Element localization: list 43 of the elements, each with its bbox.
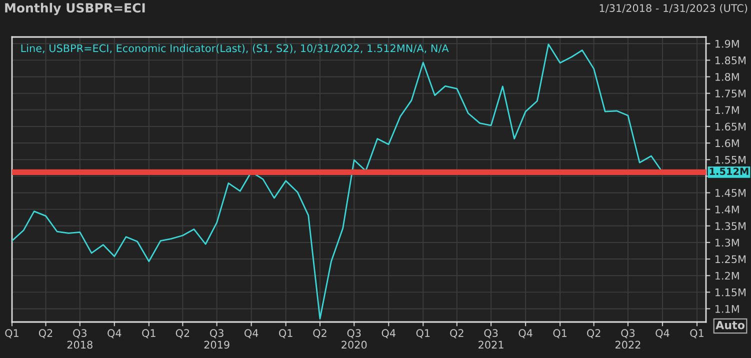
x-tick-label: Q4 bbox=[108, 329, 122, 338]
x-tick-label: Q2 bbox=[313, 329, 326, 338]
x-tick-label: Q2 bbox=[450, 329, 464, 338]
x-tick-label: Q3 2018 bbox=[67, 329, 92, 349]
y-tick-label: 1.8M bbox=[715, 72, 739, 81]
y-tick-label: 1.75M bbox=[715, 90, 746, 98]
x-tick-label: Q1 bbox=[142, 329, 156, 338]
x-tick-label: Q4 bbox=[518, 329, 532, 338]
x-tick-label: Q1 bbox=[5, 329, 18, 338]
y-tick-label: 1.7M bbox=[715, 106, 739, 114]
x-tick-label: Q2 bbox=[587, 329, 600, 338]
y-tick-label: 1.65M bbox=[715, 122, 746, 131]
x-tick-label: Q3 2021 bbox=[478, 329, 504, 349]
x-tick-label: Q3 2019 bbox=[204, 329, 230, 349]
x-tick-label: Q2 bbox=[38, 329, 52, 338]
x-tick-label: Q3 2020 bbox=[342, 329, 367, 349]
y-tick-label: 1.35M bbox=[715, 222, 746, 230]
y-tick-label: 1.15M bbox=[715, 288, 746, 296]
y-tick-label: 1.45M bbox=[715, 189, 746, 197]
y-tick-label: 1.25M bbox=[715, 255, 746, 264]
text: Line, USBPR=ECI, Economic Indicator(Last), (S1, S2), 10/31/2022, 1.512MN/A, N/A bbox=[21, 44, 449, 54]
chart-title: Monthly USBPR=ECI bbox=[5, 2, 145, 16]
y-tick-label: 1.6M bbox=[715, 139, 739, 148]
x-tick-label: Q4 bbox=[656, 329, 670, 338]
y-tick-label: 1.4M bbox=[715, 206, 739, 214]
y-tick-label: 1.1M bbox=[715, 305, 739, 313]
x-tick-label: Q1 bbox=[416, 329, 430, 338]
y-tick-label: 1.55M bbox=[715, 156, 746, 164]
x-tick-label: Q1 bbox=[553, 329, 567, 338]
text: 1/31/2018 - 1/31/2023 (UTC) bbox=[600, 4, 748, 14]
y-tick-label: 1.2M bbox=[715, 272, 739, 280]
y-tick-label: 1.9M bbox=[715, 40, 739, 48]
line-series bbox=[12, 44, 664, 320]
x-tick-label: Q2 bbox=[176, 329, 190, 338]
ref-line-label: 1.512M bbox=[710, 168, 748, 176]
y-tick-label: 1.3M bbox=[715, 238, 739, 247]
x-tick-label: Q3 2022 bbox=[615, 329, 640, 349]
x-tick-label: Q4 bbox=[244, 329, 258, 338]
x-tick-label: Q1 bbox=[690, 329, 704, 338]
x-tick-label: Q1 bbox=[279, 329, 292, 338]
x-tick-label: Q4 bbox=[382, 329, 396, 338]
text: Auto bbox=[716, 320, 745, 330]
y-tick-label: 1.85M bbox=[715, 56, 746, 64]
